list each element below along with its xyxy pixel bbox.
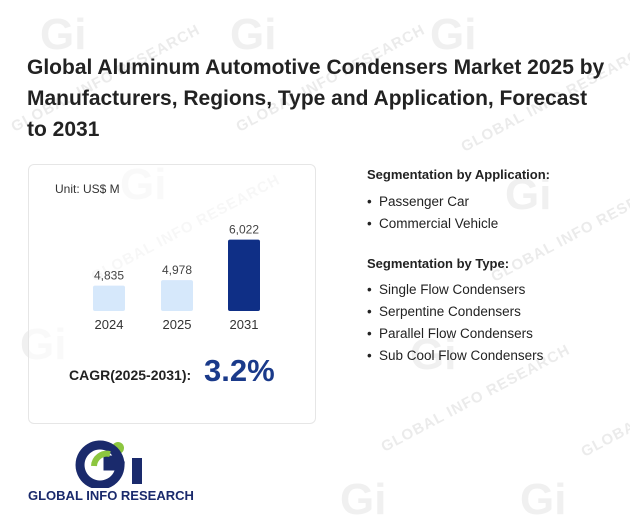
watermark-logo: Gi <box>520 475 567 524</box>
category-label-2025: 2025 <box>163 317 192 332</box>
bar-2025 <box>161 280 193 311</box>
watermark-logo: Gi <box>340 475 387 524</box>
type-segment-list: Single Flow Condensers Serpentine Conden… <box>367 279 543 367</box>
data-label-2031: 6,022 <box>229 223 259 237</box>
page-title: Global Aluminum Automotive Condensers Ma… <box>27 56 605 141</box>
logo-name: GLOBAL INFO RESEARCH <box>28 488 194 503</box>
watermark-logo: Gi <box>230 10 277 59</box>
watermark-logo: Gi <box>430 10 477 59</box>
type-item: Serpentine Condensers <box>367 301 543 323</box>
company-logo: GLOBAL INFO RESEARCH <box>28 436 218 508</box>
bar-chart: 4,835 2024 4,978 2025 6,022 2031 <box>93 223 260 332</box>
watermark-logo: Gi <box>505 170 552 219</box>
unit-label: Unit: US$ M <box>55 182 120 196</box>
type-segment-title: Segmentation by Type: <box>367 256 510 271</box>
application-segment-title: Segmentation by Application: <box>367 167 550 182</box>
category-label-2031: 2031 <box>230 317 259 332</box>
type-item: Single Flow Condensers <box>367 279 543 301</box>
cagr-value: 3.2% <box>204 353 275 388</box>
application-segment-list: Passenger Car Commercial Vehicle <box>367 191 498 235</box>
type-item: Sub Cool Flow Condensers <box>367 345 543 367</box>
gi-logo-icon <box>75 440 142 490</box>
data-label-2024: 4,835 <box>94 269 124 283</box>
application-item: Passenger Car <box>367 191 498 213</box>
bar-2031 <box>228 239 260 311</box>
cagr-label: CAGR(2025-2031): <box>69 367 192 383</box>
market-size-card: Unit: US$ M 4,835 2024 4,978 2025 6,022 2031 … <box>28 164 316 424</box>
data-label-2025: 4,978 <box>162 263 192 277</box>
category-label-2024: 2024 <box>95 317 124 332</box>
application-item: Commercial Vehicle <box>367 213 498 235</box>
watermark-logo: Gi <box>40 10 87 59</box>
watermark-text: GLOBAL INFO RESEARCH <box>578 346 630 461</box>
bar-2024 <box>93 285 125 311</box>
type-item: Parallel Flow Condensers <box>367 323 543 345</box>
